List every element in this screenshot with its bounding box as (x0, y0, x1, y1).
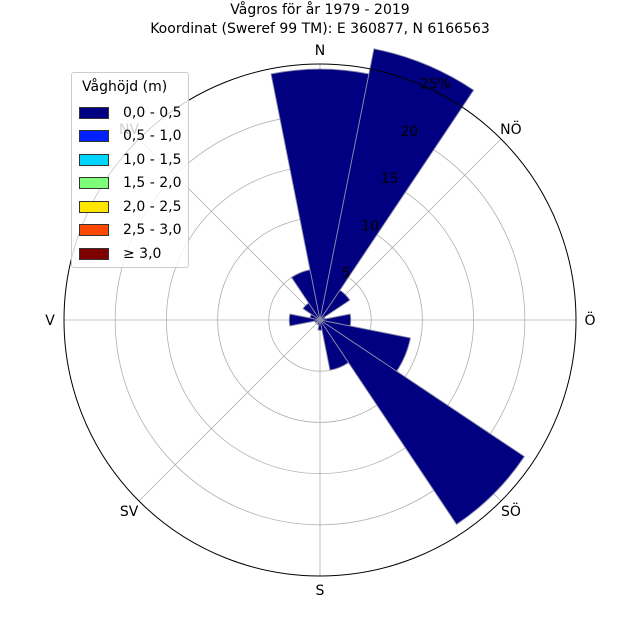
rose-bar-8 (317, 319, 323, 331)
chart-subtitle: Koordinat (Sweref 99 TM): E 360877, N 61… (150, 21, 490, 37)
legend-entry: 1,0 - 1,5 (79, 148, 188, 172)
legend-entry: 0,0 - 0,5 (79, 101, 188, 125)
legend-label: ≥ 3,0 (123, 245, 162, 262)
legend-swatch (79, 200, 109, 213)
legend-label: 2,5 - 3,0 (123, 222, 182, 239)
rose-bar-12 (288, 313, 321, 327)
legend: Våghöjd (m) 0,0 - 0,5 0,5 - 1,0 1,0 - 1,5 1… (71, 72, 189, 268)
legend-title: Våghöjd (m) (82, 79, 168, 95)
direction-label: NÖ (500, 120, 522, 138)
legend-label: 1,0 - 1,5 (123, 151, 182, 168)
radial-tick-label: 20 (400, 124, 418, 140)
legend-entry: 2,0 - 2,5 (79, 195, 188, 219)
rose-bar-1 (319, 48, 475, 321)
radial-tick-label: 5 (342, 266, 351, 282)
legend-swatch (79, 106, 109, 119)
legend-entry: 1,5 - 2,0 (79, 172, 188, 196)
legend-label: 1,5 - 2,0 (123, 175, 182, 192)
legend-entry: ≥ 3,0 (79, 242, 188, 266)
legend-entry: 0,5 - 1,0 (79, 125, 188, 149)
radial-tick-label: 15 (381, 171, 399, 187)
legend-swatch (79, 153, 109, 166)
legend-swatch (79, 177, 109, 190)
grid-spoke (138, 319, 321, 502)
legend-label: 0,5 - 1,0 (123, 128, 182, 145)
legend-swatch (79, 224, 109, 237)
legend-swatch (79, 247, 109, 260)
legend-label: 0,0 - 0,5 (123, 104, 182, 121)
radial-tick-label: 25% (420, 76, 451, 92)
legend-entry: 2,5 - 3,0 (79, 219, 188, 243)
grid-spoke (319, 138, 502, 321)
legend-label: 2,0 - 2,5 (123, 198, 182, 215)
direction-label: V (45, 313, 55, 329)
direction-label: SÖ (501, 502, 521, 520)
rose-bar-2 (319, 289, 351, 321)
rose-bar-7 (319, 319, 350, 371)
direction-label: Ö (584, 311, 595, 329)
legend-swatch (79, 130, 109, 143)
radial-tick-label: 10 (361, 218, 379, 234)
polar-frame (63, 63, 577, 577)
rose-bar-6 (319, 319, 525, 525)
direction-label: SV (120, 504, 139, 520)
direction-label: S (316, 583, 325, 599)
chart-title: Vågros för år 1979 - 2019 (230, 2, 410, 18)
direction-label: N (315, 43, 325, 59)
rose-bar-15 (290, 269, 321, 321)
